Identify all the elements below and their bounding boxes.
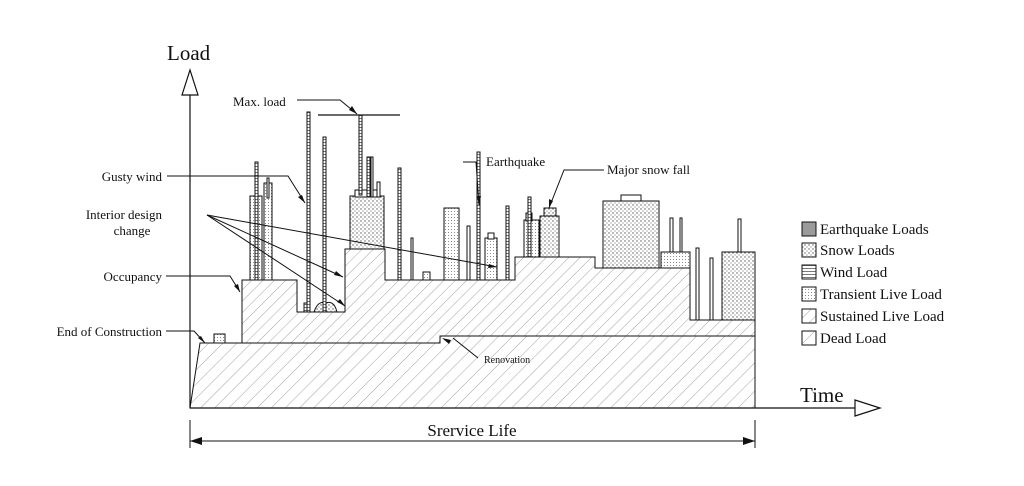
gusty-wind-label: Gusty wind: [102, 169, 163, 184]
construction-load-block: [213, 333, 226, 344]
legend-swatch-sustained: [801, 308, 817, 324]
legend-swatch-transient: [801, 286, 817, 302]
legend-label-snow: Snow Loads: [820, 243, 895, 259]
earthquake-cap: [620, 194, 642, 202]
wind-spike: [466, 225, 471, 281]
transient-block: [443, 207, 460, 281]
wind-spike: [709, 257, 714, 321]
legend-label-sustained: Sustained Live Load: [820, 309, 945, 325]
legend-swatch-snow: [801, 242, 817, 258]
wind-spike: [505, 205, 510, 281]
transient-loads: [249, 111, 756, 321]
span-arrow-right: [743, 437, 755, 445]
earthquake-cap: [354, 189, 378, 198]
end-of-construction-label: End of Construction: [57, 324, 163, 339]
wind-spike: [370, 156, 374, 198]
snow-block: [602, 200, 660, 269]
y-axis-arrow: [181, 68, 199, 96]
wind-spike: [397, 167, 402, 281]
service-life-label: Srervice Life: [427, 421, 516, 440]
sustained-live-load-region: [241, 248, 756, 344]
interior-design-label-line1: Interior design: [86, 207, 163, 222]
major-snow-block: [539, 215, 560, 258]
dead-load-region: [189, 335, 756, 409]
wind-spike: [410, 237, 414, 281]
legend-swatch-wind: [801, 264, 817, 280]
earthquake-spike: [476, 151, 481, 281]
occupancy-label: Occupancy: [104, 269, 163, 284]
legend-label-dead: Dead Load: [820, 331, 887, 347]
interior-design-label-line2: change: [114, 223, 151, 238]
earthquake-small: [422, 271, 431, 281]
wind-spike: [254, 161, 259, 281]
transient-block: [660, 251, 691, 269]
renovation-label: Renovation: [484, 355, 530, 366]
max-load-spike: [358, 114, 363, 196]
x-axis-label: Time: [800, 383, 844, 407]
earthquake-label: Earthquake: [486, 154, 545, 169]
wind-spike: [376, 181, 381, 198]
snow-block: [721, 251, 756, 321]
transient-small: [487, 232, 495, 240]
wind-spike: [266, 177, 270, 199]
legend-label-earthquake: Earthquake Loads: [820, 222, 929, 238]
legend-swatch-earthquake: [801, 221, 817, 237]
span-arrow-left: [190, 437, 202, 445]
legend-label-transient: Transient Live Load: [820, 287, 942, 303]
leader-lines: [166, 99, 604, 359]
transient-block: [484, 237, 498, 281]
wind-spike: [737, 218, 742, 253]
wind-spike: [366, 156, 371, 198]
legend-label-wind: Wind Load: [820, 265, 888, 281]
wind-spike: [527, 196, 532, 258]
legend: Earthquake Loads Snow Loads Wind Load Tr…: [801, 221, 945, 347]
max-load-label: Max. load: [233, 94, 286, 109]
wind-spike: [695, 247, 700, 321]
wind-spike: [322, 136, 327, 313]
y-axis-label: Load: [167, 41, 211, 65]
wind-spike: [306, 111, 311, 313]
major-snow-fall-label: Major snow fall: [607, 162, 690, 177]
snow-cap: [543, 207, 557, 217]
x-axis-arrow: [854, 399, 882, 417]
leader-arrowheads: [198, 106, 553, 344]
legend-swatch-dead: [801, 330, 817, 346]
snow-block: [349, 195, 385, 250]
